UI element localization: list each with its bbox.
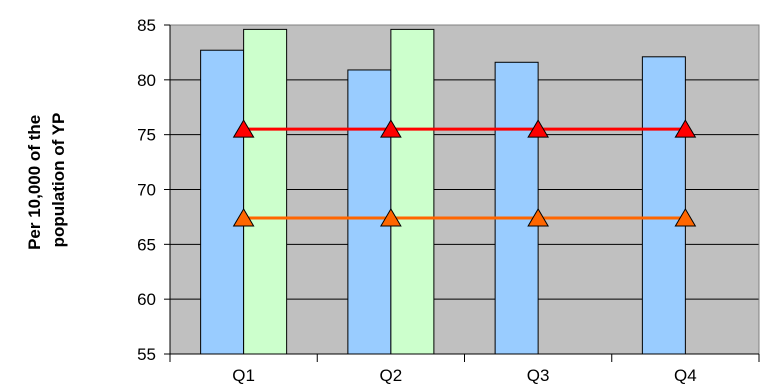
y-tick-label: 55 [137,345,156,364]
y-tick-label: 70 [137,181,156,200]
line-series-2-marker-q1 [232,208,255,227]
y-tick-label: 75 [137,126,156,145]
x-tick-labels: Q1 Q2 Q3 Q4 [232,366,696,385]
line-series-1-marker-q4 [674,119,697,138]
y-tick-label: 65 [137,235,156,254]
x-tick-label: Q4 [674,366,697,385]
y-axis-label-line-1: Per 10,000 of the [25,115,44,250]
bar-series-2-q2 [390,28,435,355]
y-tick-labels: 55 60 65 70 75 80 85 [137,16,156,364]
bar-series-1-q3 [494,61,539,355]
bar-series-1-q1 [200,49,245,355]
axes [164,24,760,362]
y-tick-label: 80 [137,71,156,90]
y-tick-label: 85 [137,16,156,35]
y-axis-label-line-2: population of YP [49,113,68,248]
target-lines [232,119,697,227]
line-series-1-marker-q1 [232,119,255,138]
line-series-1-marker-q2 [380,119,402,138]
bar-series-1-q4 [641,56,686,355]
line-series-2-marker-q4 [674,208,697,227]
bar-series-1-q2 [347,69,392,355]
x-tick-label: Q1 [232,366,255,385]
x-tick-label: Q3 [527,366,550,385]
bar-series-2-q1 [243,28,288,355]
y-tick-label: 60 [137,290,156,309]
x-tick-label: Q2 [380,366,403,385]
y-axis-label: Per 10,000 of the population of YP [25,110,68,250]
line-series-2-marker-q3 [527,208,549,227]
line-series-2-marker-q2 [380,208,402,227]
line-series-1-marker-q3 [527,119,549,138]
